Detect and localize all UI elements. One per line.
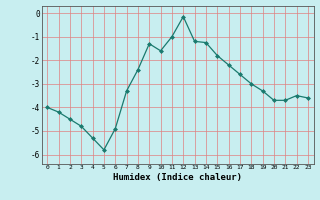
X-axis label: Humidex (Indice chaleur): Humidex (Indice chaleur) xyxy=(113,173,242,182)
